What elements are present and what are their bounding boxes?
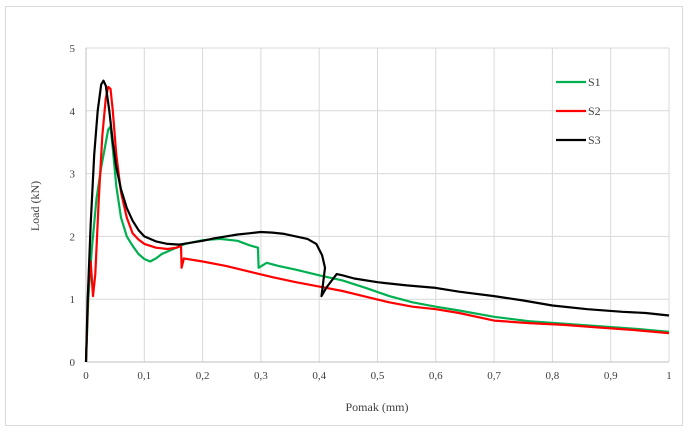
x-tick-label: 0,1 — [137, 370, 151, 382]
legend-label-s2: S2 — [588, 104, 601, 118]
x-tick-label: 0,2 — [196, 370, 210, 382]
legend-label-s3: S3 — [588, 133, 601, 147]
x-tick-label: 0,7 — [487, 370, 501, 382]
y-tick-label: 0 — [70, 357, 76, 369]
chart-frame — [5, 6, 683, 426]
x-tick-label: 0,6 — [429, 370, 443, 382]
x-tick-label: 1 — [666, 370, 672, 382]
x-tick-label: 0,4 — [312, 370, 326, 382]
legend-label-s1: S1 — [588, 75, 601, 89]
grid — [85, 47, 670, 363]
x-tick-label: 0,5 — [371, 370, 385, 382]
y-tick-label: 4 — [70, 106, 76, 118]
legend: S1 S2 S3 — [556, 75, 601, 147]
x-tick-label: 0,8 — [546, 370, 560, 382]
y-tick-label: 3 — [70, 169, 76, 181]
x-tick-label: 0,9 — [604, 370, 618, 382]
series-line-s3 — [84, 79, 670, 363]
x-tick-label: 0,3 — [254, 370, 268, 382]
y-axis-title: Load (kN) — [28, 181, 42, 231]
x-axis-title: Pomak (mm) — [346, 400, 409, 414]
series-line-s2 — [84, 85, 670, 363]
y-tick-label: 1 — [70, 294, 76, 306]
y-tick-label: 5 — [70, 43, 76, 55]
axes: 0 0,1 0,2 0,3 0,4 0,5 0,6 0,7 0,8 0,9 1 0 1 2 3 4 5 — [70, 43, 672, 382]
y-tick-label: 2 — [70, 231, 76, 243]
series-lines — [84, 79, 670, 363]
x-tick-label: 0 — [83, 370, 89, 382]
